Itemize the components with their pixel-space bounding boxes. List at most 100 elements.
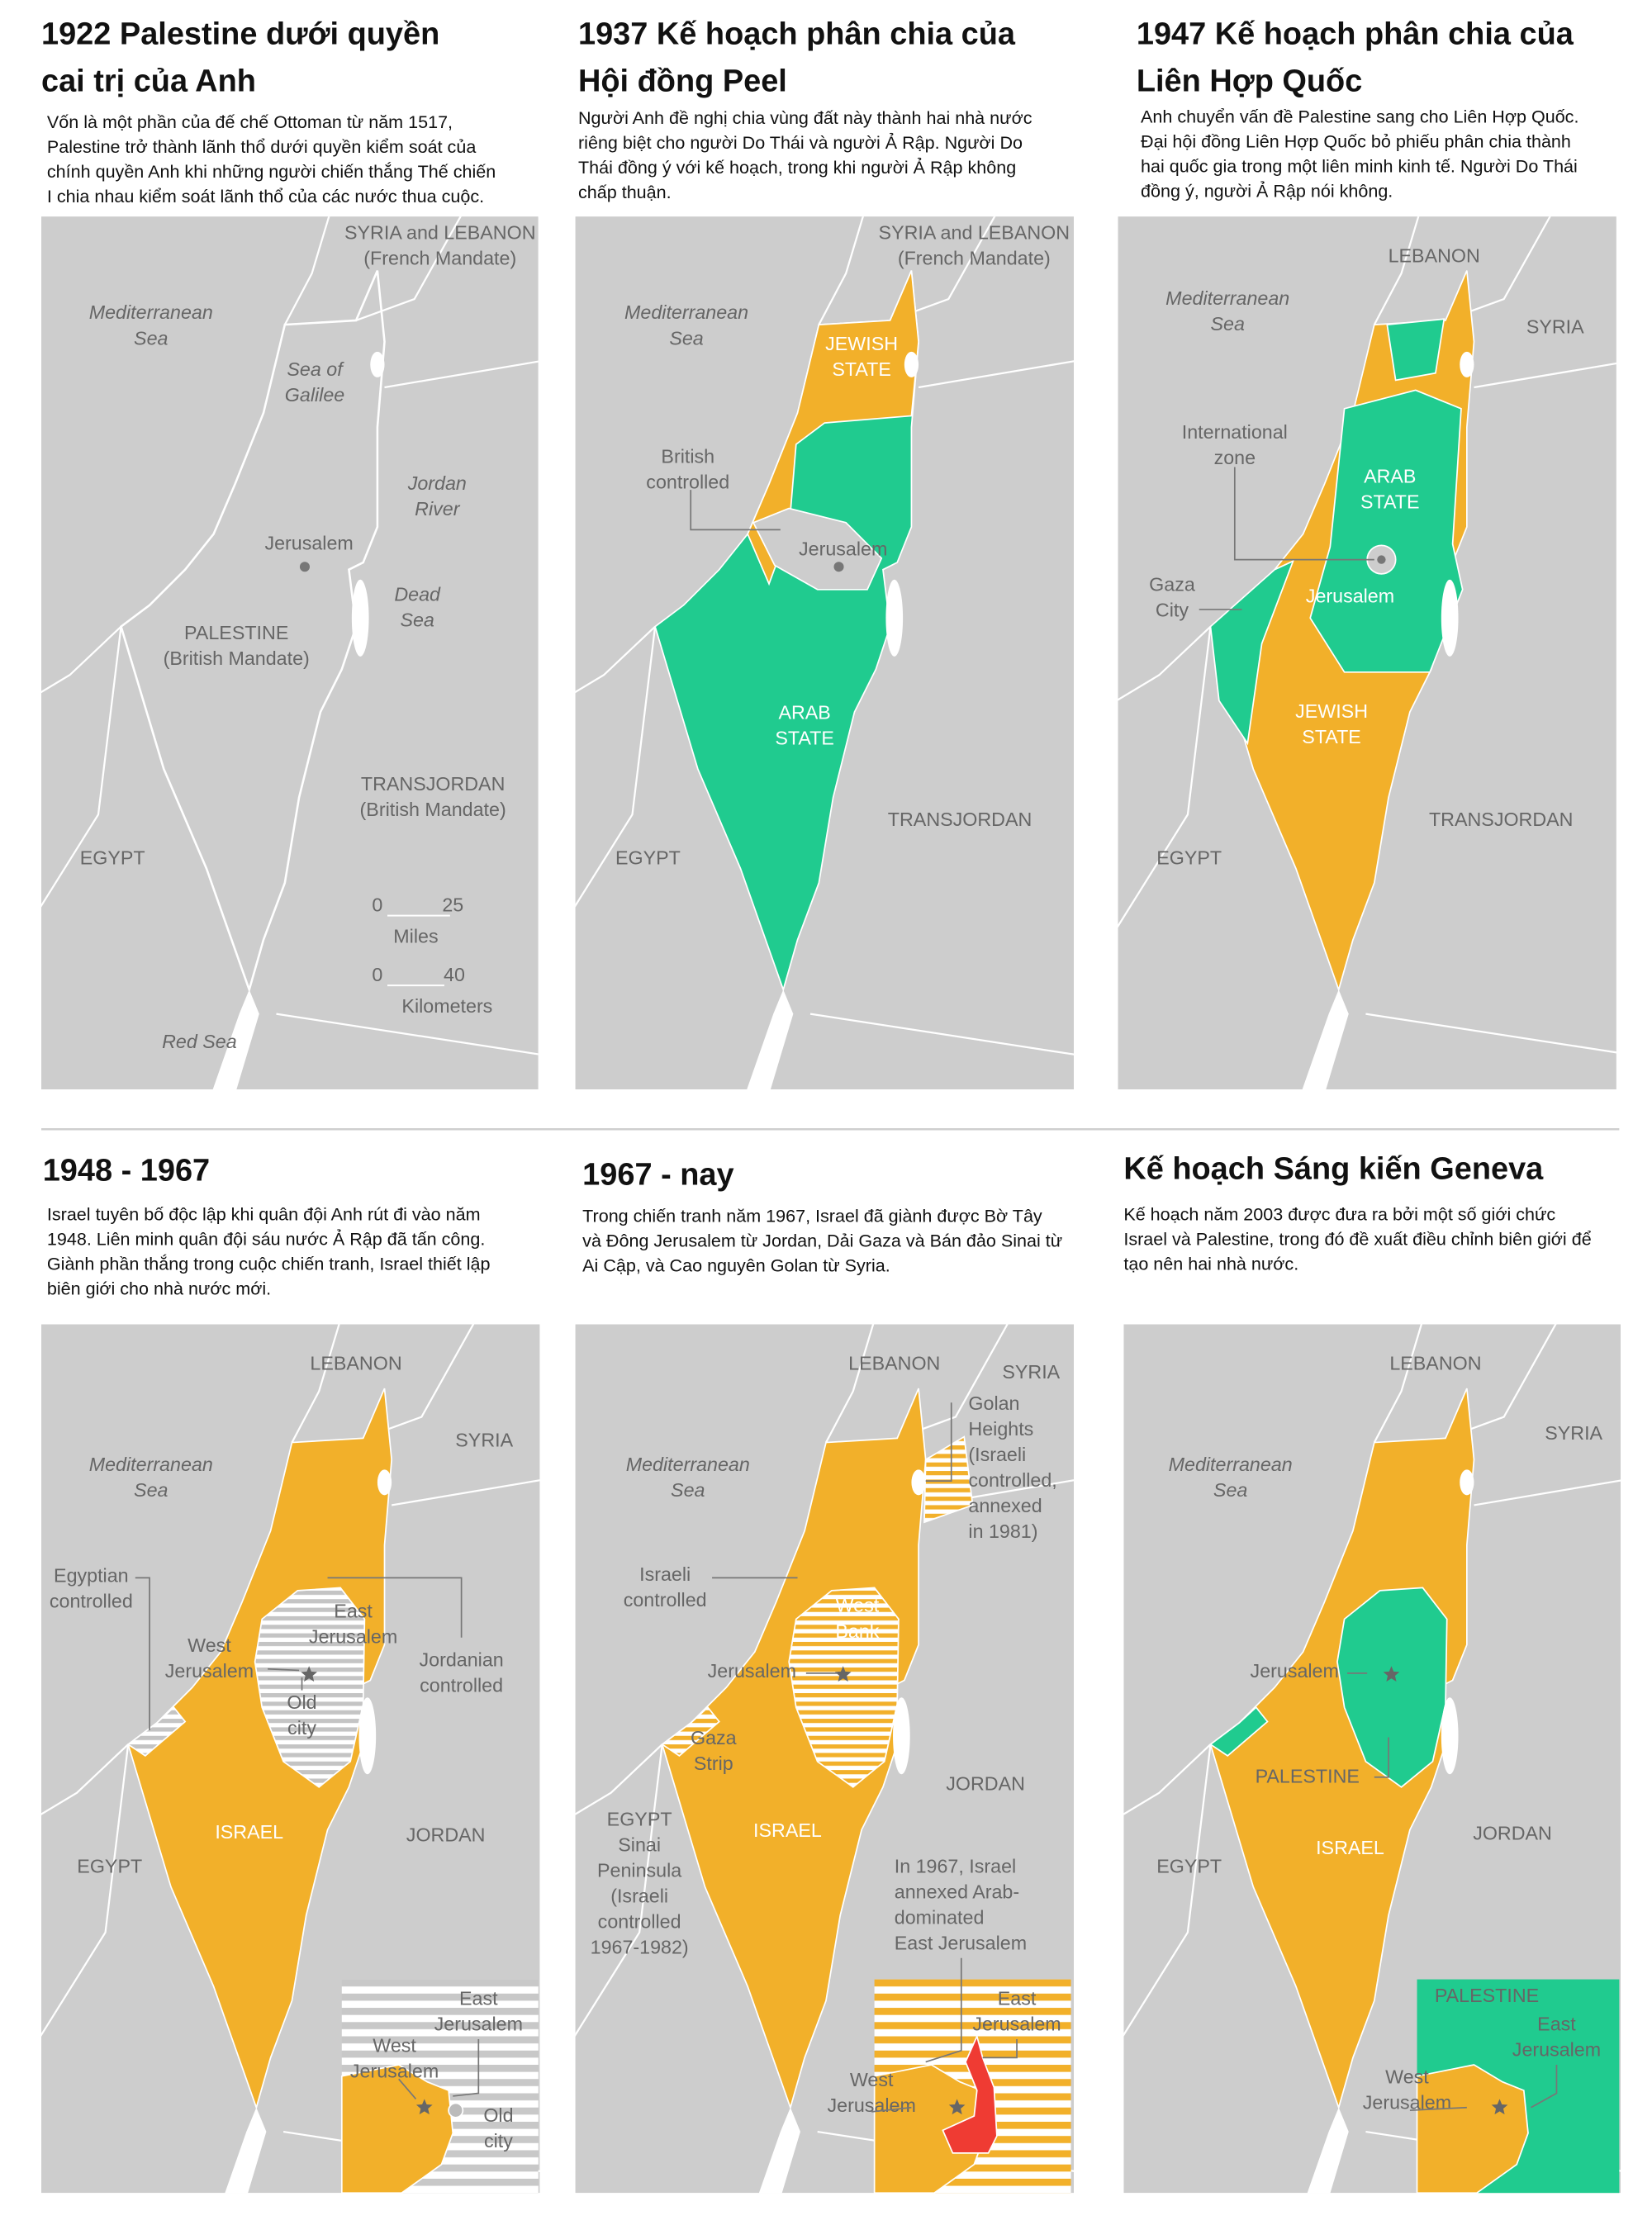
map-label: SYRIA and LEBANON (344, 222, 535, 244)
map-label: TRANSJORDAN (888, 809, 1032, 830)
map-label: Sea (1213, 1479, 1247, 1501)
map-label: City (1156, 600, 1189, 621)
border (918, 360, 1074, 389)
map-label: STATE (832, 358, 891, 380)
panel-description: biên giới cho nhà nước mới. (47, 1279, 271, 1299)
border (276, 1013, 539, 1056)
border (41, 1743, 130, 2037)
panel-description: Giành phần thắng trong cuộc chiến tranh,… (47, 1254, 491, 1274)
map-label: EGYPT (80, 847, 145, 869)
map-label: in 1981) (968, 1520, 1037, 1542)
map-label: Jerusalem (165, 1660, 254, 1682)
map-label: Sea (1211, 313, 1245, 334)
leader-line (1531, 2065, 1558, 2109)
map-label: EGYPT (607, 1808, 672, 1829)
map-label: controlled (598, 1911, 681, 1933)
palestine (1336, 1587, 1448, 1788)
gulf (747, 989, 794, 1089)
panel-description: 1948. Liên minh quân đội sáu nước Ả Rập … (47, 1229, 485, 1250)
panel-title: Liên Hợp Quốc (1137, 64, 1362, 98)
coastline (1373, 1324, 1423, 1444)
panel-title: Hội đồng Peel (578, 64, 787, 98)
leader-line (925, 1402, 952, 1482)
map-label: In 1967, Israel (895, 1855, 1016, 1876)
map (575, 216, 1074, 1089)
leader-line (453, 2038, 480, 2097)
map-label: River (415, 498, 461, 519)
sea-of-galilee (370, 351, 385, 377)
map-label: Mediterranean (626, 1454, 750, 1475)
panel-title: 1967 - nay (582, 1158, 733, 1193)
leader-line (925, 1957, 962, 2063)
map (41, 216, 539, 1089)
gulf (225, 2107, 267, 2194)
panel-title: 1948 - 1967 (43, 1153, 210, 1188)
coastline (1373, 216, 1420, 325)
panel-title: 1947 Kế hoạch phân chia của (1137, 17, 1574, 51)
panel-description: Israel và Palestine, trong đó đề xuất đi… (1123, 1229, 1591, 1250)
panel-description: Ai Cập, và Cao nguyên Golan từ Syria. (582, 1255, 890, 1275)
map-shapes (575, 216, 1074, 1089)
map-label: West (836, 1595, 880, 1616)
map-label: Sea (134, 327, 168, 349)
map-label: Sea (400, 610, 434, 631)
map-label: West (1385, 2066, 1429, 2087)
jewish-state (747, 270, 919, 586)
map-label: Sea of (287, 358, 344, 380)
coastline (818, 216, 864, 325)
gulf (1307, 2107, 1349, 2194)
map-label: Jerusalem (1306, 585, 1394, 606)
panel-description: Palestine trở thành lãnh thổ dưới quyền … (47, 136, 476, 157)
panel-title: 1937 Kế hoạch phân chia của (578, 17, 1016, 51)
jerusalem-dot (299, 562, 310, 572)
map-label: East (459, 1988, 498, 2009)
map-label: (British Mandate) (164, 648, 310, 669)
jerusalem-star (948, 2099, 966, 2115)
map-label: city (287, 1717, 316, 1739)
map-label: Bank (835, 1620, 879, 1642)
map-label: controlled, (968, 1469, 1056, 1491)
border (1123, 1743, 1212, 2037)
gaza-strip (661, 1706, 720, 1757)
gulf (1302, 989, 1349, 1089)
map-label: EGYPT (77, 1855, 142, 1876)
coastline (575, 1743, 663, 1815)
map-label: Strip (694, 1753, 733, 1774)
map-label: ISRAEL (215, 1821, 283, 1843)
border (1365, 1013, 1616, 1054)
dead-sea (1441, 579, 1459, 657)
map-label: TRANSJORDAN (1429, 809, 1574, 830)
map-label: zone (1214, 447, 1256, 468)
old-city (448, 2102, 464, 2118)
leader-line (982, 2038, 1018, 2059)
coastline (283, 216, 330, 325)
sea-of-galilee (904, 351, 919, 377)
coastline (575, 625, 656, 694)
arab-state (1386, 318, 1446, 382)
map-label: SYRIA and LEBANON (879, 222, 1070, 244)
scale-value: 0 (372, 964, 382, 985)
sea-of-galilee (1460, 1469, 1474, 1496)
map-label: Jordan (407, 472, 467, 494)
map-label: JORDAN (946, 1772, 1025, 1794)
map-label: East (1537, 2014, 1576, 2035)
map-label: annexed Arab- (895, 1881, 1019, 1902)
map-label: Jerusalem (1363, 2091, 1451, 2113)
leader-line (1233, 467, 1374, 561)
map-label: West (850, 2069, 894, 2090)
map-label: JORDAN (1473, 1823, 1552, 1844)
panel-description: hai quốc gia trong một liên minh kinh tế… (1141, 155, 1578, 176)
panel-description: Vốn là một phần của đế chế Ottoman từ nă… (47, 111, 453, 132)
jordanian-controlled (254, 1587, 366, 1788)
map-label: Mediterranean (89, 1454, 213, 1475)
coastline (1123, 1743, 1212, 1815)
border (41, 626, 122, 908)
panel-title: Kế hoạch Sáng kiến Geneva (1123, 1152, 1544, 1187)
map-label: (Israeli (610, 1885, 668, 1906)
map-label: Red Sea (162, 1031, 237, 1052)
west-bank (788, 1587, 900, 1788)
panel-description: Anh chuyển vấn đề Palestine sang cho Liê… (1141, 106, 1578, 126)
inset-west (340, 2064, 454, 2194)
